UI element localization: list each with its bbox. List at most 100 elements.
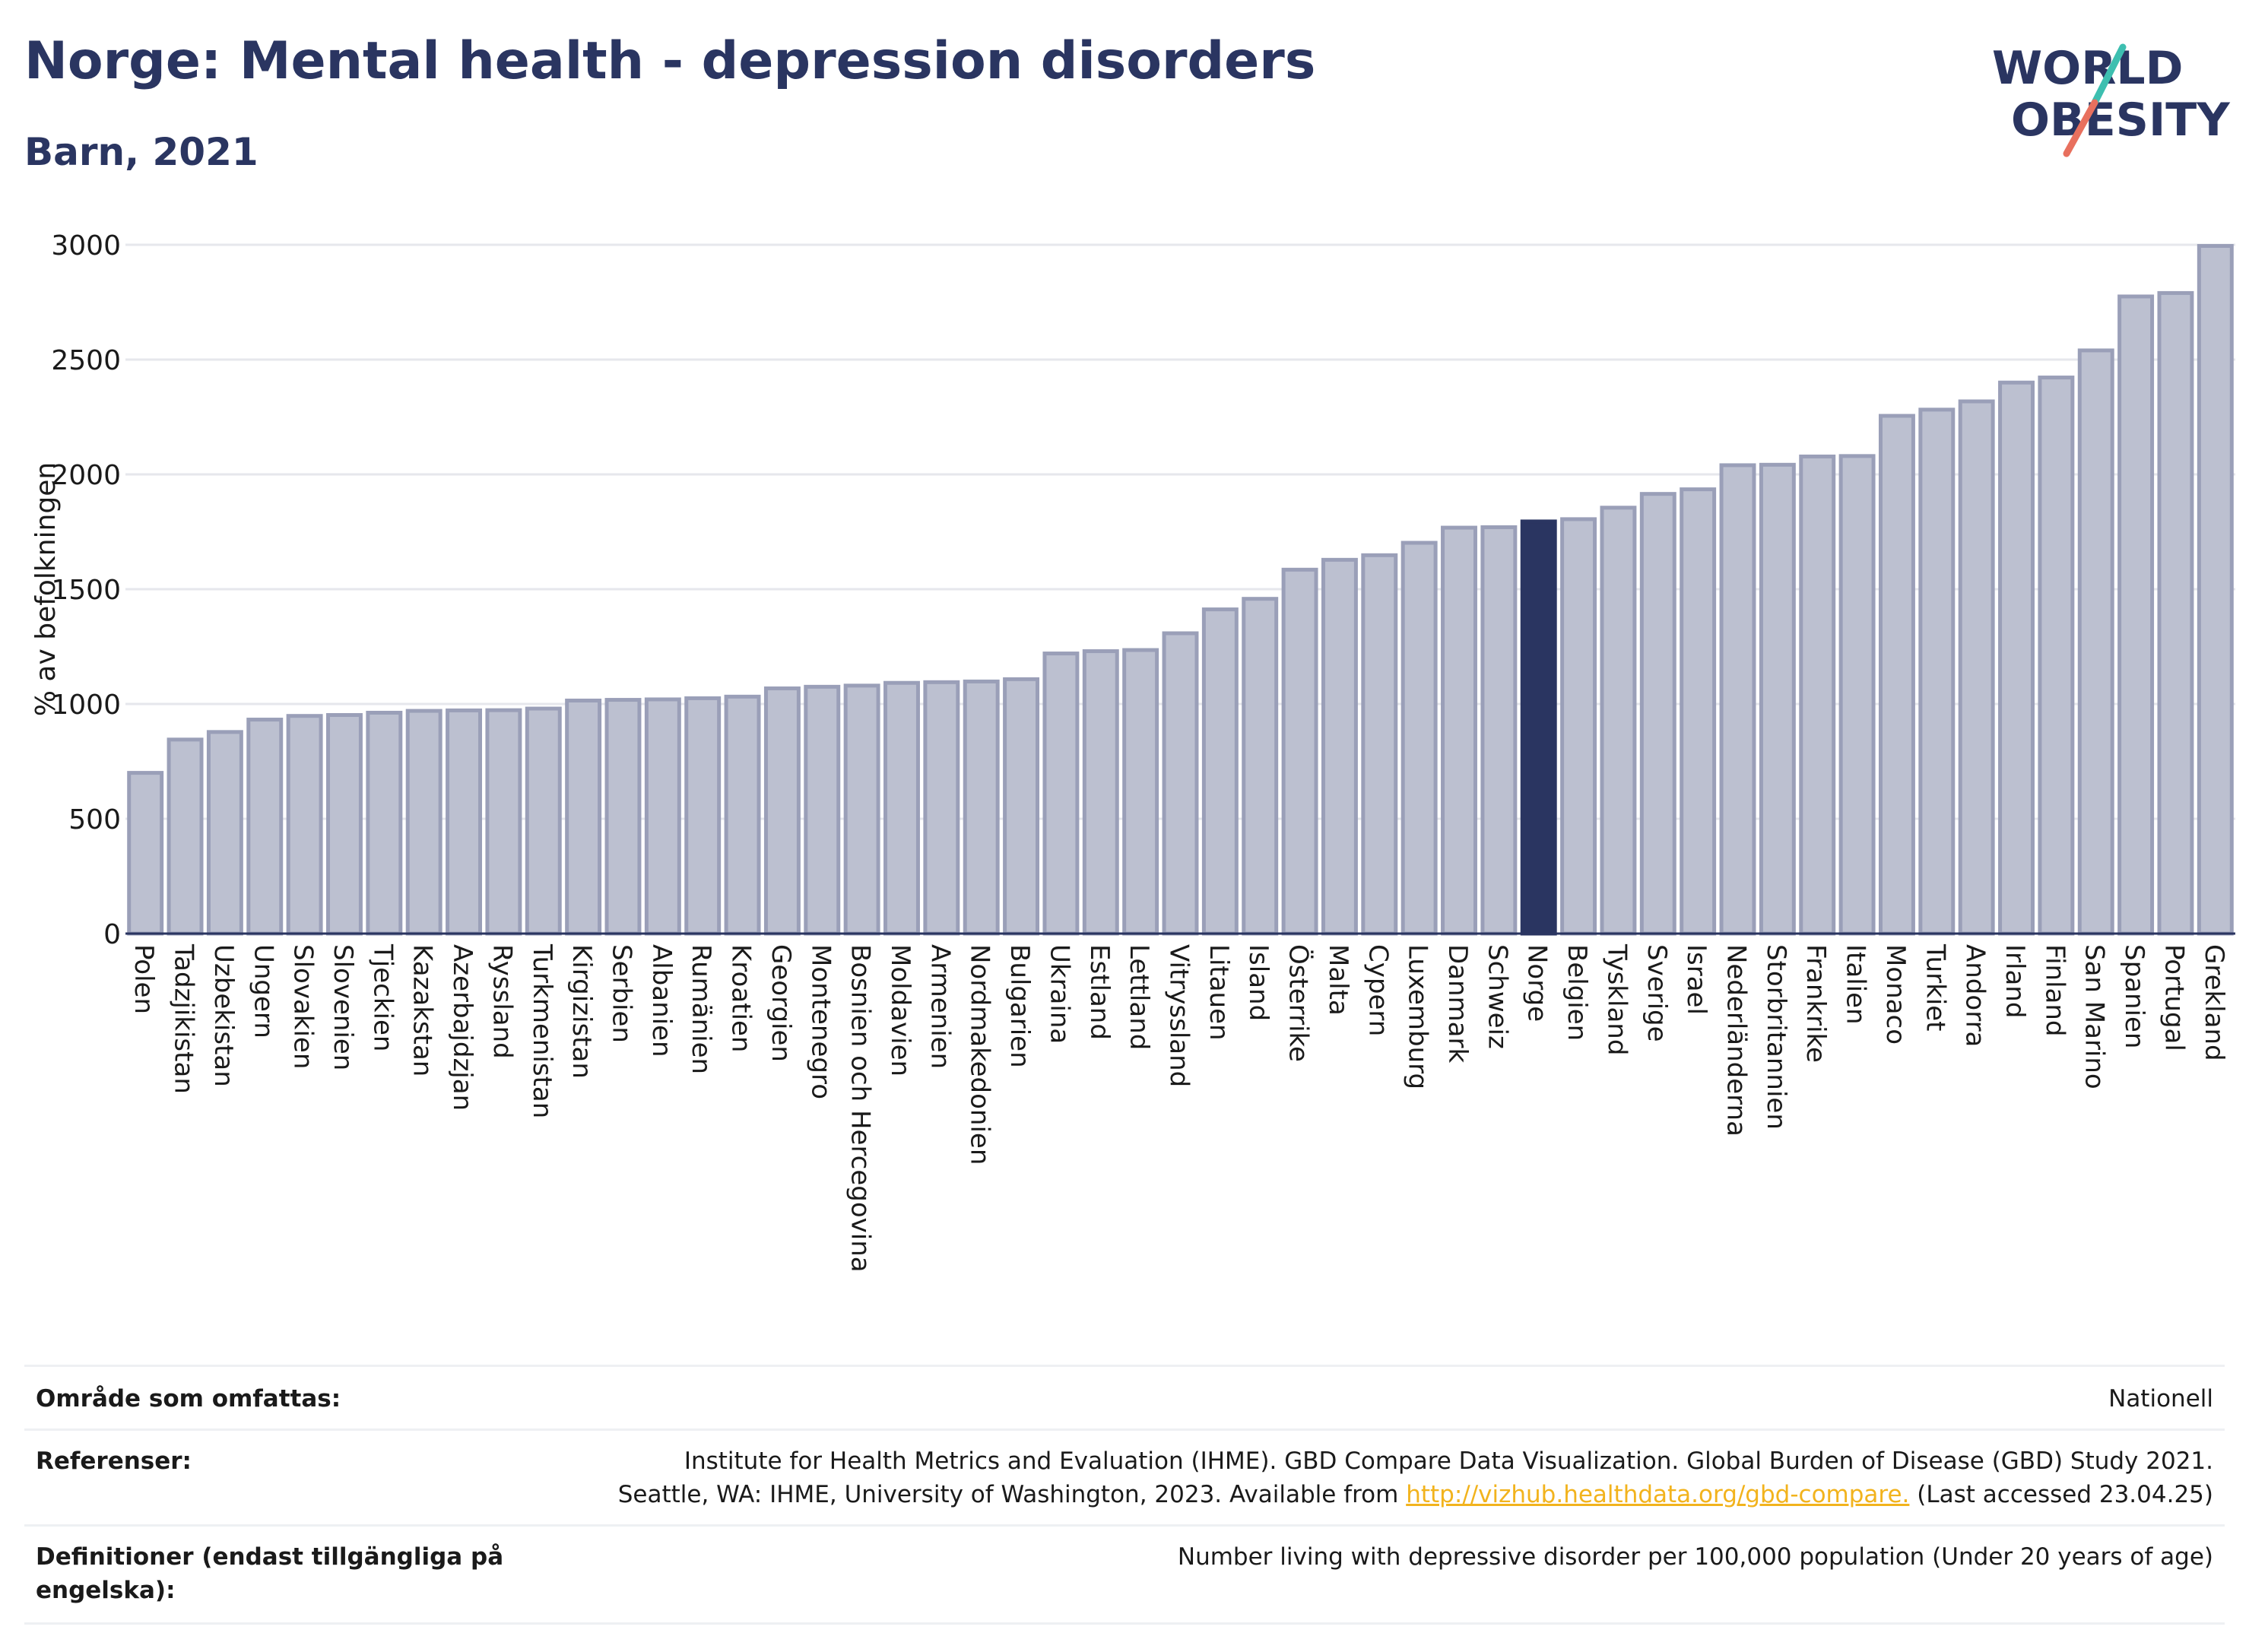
x-tick-label: Slovakien (288, 944, 319, 1069)
y-tick-label: 1500 (51, 575, 121, 606)
bar (1600, 506, 1637, 936)
references-line1: Institute for Health Metrics and Evaluat… (684, 1447, 2213, 1475)
x-tick-label: Monaco (1880, 944, 1911, 1045)
references-line2-pre: Seattle, WA: IHME, University of Washing… (617, 1481, 1407, 1508)
references-label: Referenser: (36, 1447, 192, 1475)
page-subtitle: Barn, 2021 (24, 130, 259, 174)
definitions-label: Definitioner (endast tillgängliga på eng… (36, 1540, 503, 1607)
bar (1400, 541, 1438, 936)
bar (485, 708, 522, 936)
y-tick-label: 3000 (51, 230, 121, 262)
logo-line2: OBESITY (2011, 94, 2231, 147)
page-title: Norge: Mental health - depression disord… (24, 31, 1316, 91)
x-tick-label: Österrike (1283, 944, 1315, 1062)
x-tick-label: Andorra (1960, 944, 1990, 1047)
x-tick-label: Lettland (1124, 944, 1154, 1050)
x-tick-label: Nederländerna (1721, 944, 1752, 1137)
bar (1201, 607, 1239, 936)
bar (724, 694, 761, 936)
bar (1998, 380, 2035, 936)
bar (1759, 462, 1796, 936)
y-tick-labels: 0 500 1000 1500 2000 2500 3000 (51, 230, 121, 950)
bar (1918, 407, 1956, 936)
bar-highlight (1520, 519, 1557, 936)
bar (2117, 294, 2155, 936)
x-tick-label: Turkmenistan (527, 943, 557, 1118)
bar (1441, 525, 1477, 936)
bar (565, 698, 602, 936)
bar (286, 714, 323, 936)
references-line2-post: (Last accessed 23.04.25) (1909, 1481, 2213, 1508)
meta-row-coverage: Område som omfattas: Nationell (24, 1365, 2225, 1431)
bar (1958, 399, 1995, 936)
bar (1242, 597, 1279, 936)
x-tick-labels: Polen Tadzjikistan Uzbekistan Ungern Slovaki… (128, 943, 2229, 1273)
x-tick-label: Slovenien (328, 944, 358, 1070)
bar (644, 697, 681, 936)
references-line2: Seattle, WA: IHME, University of Washing… (618, 1478, 2213, 1511)
x-tick-label: Irland (2000, 944, 2030, 1018)
bar (167, 737, 204, 936)
y-tick-label: 0 (103, 919, 121, 950)
x-tick-label: Serbien (606, 944, 636, 1043)
bar-chart: 0 500 1000 1500 2000 2500 3000 Polen Tadzjikist… (30, 230, 2235, 1273)
x-tick-label: Spanien (2119, 944, 2149, 1048)
bar (684, 696, 722, 936)
world-obesity-logo: WORLD OBESITY (1992, 42, 2231, 157)
references-link[interactable]: http://vizhub.healthdata.org/gbd-compare… (1406, 1481, 1910, 1508)
x-tick-label: Nordmakedonien (965, 944, 995, 1165)
meta-row-references: Referenser: Institute for Health Metrics… (24, 1428, 2225, 1527)
y-tick-label: 2500 (51, 345, 121, 376)
bar (2077, 348, 2114, 936)
bar (923, 680, 960, 936)
y-tick-label: 500 (68, 804, 121, 836)
x-tick-label: Danmark (1442, 944, 1473, 1063)
x-tick-label: Azerbajdzjan (447, 944, 477, 1111)
x-tick-label: Cypern (1362, 944, 1393, 1036)
bar (366, 710, 403, 936)
x-tick-label: Norge (1522, 944, 1553, 1022)
x-tick-label: Tjeckien (367, 943, 398, 1051)
bar (2038, 376, 2075, 936)
bar (1838, 454, 1876, 936)
bar (843, 683, 880, 936)
bar (1560, 517, 1597, 936)
bar (1639, 492, 1676, 936)
x-tick-label: Finland (2039, 944, 2070, 1037)
bar (1480, 525, 1518, 936)
x-tick-label: Ryssland (487, 944, 517, 1059)
bar (2157, 290, 2194, 936)
x-tick-label: Sverige (1642, 944, 1672, 1042)
y-tick-label: 2000 (51, 460, 121, 491)
x-tick-label: Bosnien och Hercegovina (845, 944, 876, 1273)
x-tick-label: Kazakstan (408, 944, 438, 1076)
definitions-label-line2: engelska): (36, 1577, 176, 1604)
bar (1082, 649, 1119, 936)
x-tick-label: Uzbekistan (208, 944, 239, 1087)
x-tick-label: Polen (128, 944, 159, 1014)
x-tick-label: San Marino (2079, 944, 2110, 1089)
x-tick-label: Armenien (925, 944, 955, 1069)
meta-row-definitions: Definitioner (endast tillgängliga på eng… (24, 1524, 2225, 1625)
x-tick-label: Ukraina (1044, 944, 1074, 1044)
logo-slash-teal (2091, 43, 2127, 106)
bar (405, 709, 443, 936)
bar (1680, 487, 1717, 936)
x-tick-label: Israel (1681, 944, 1711, 1015)
y-tick-label: 1000 (51, 690, 121, 721)
logo-slash-coral (2063, 99, 2098, 157)
definitions-label-line1: Definitioner (endast tillgängliga på (36, 1543, 504, 1571)
bar (604, 698, 642, 936)
bar (326, 712, 363, 936)
x-tick-label: Montenegro (805, 944, 836, 1099)
x-tick-label: Georgien (766, 944, 796, 1062)
x-tick-label: Island (1243, 944, 1274, 1021)
logo-line1: WORLD (1992, 42, 2183, 95)
x-tick-label: Kirgizistan (566, 944, 597, 1079)
x-tick-label: Belgien (1562, 944, 1592, 1041)
bar (1281, 567, 1318, 936)
x-tick-label: Bulgarien (1004, 944, 1035, 1068)
x-tick-label: Italien (1841, 944, 1871, 1025)
bar (763, 686, 801, 936)
bar (1361, 553, 1398, 936)
